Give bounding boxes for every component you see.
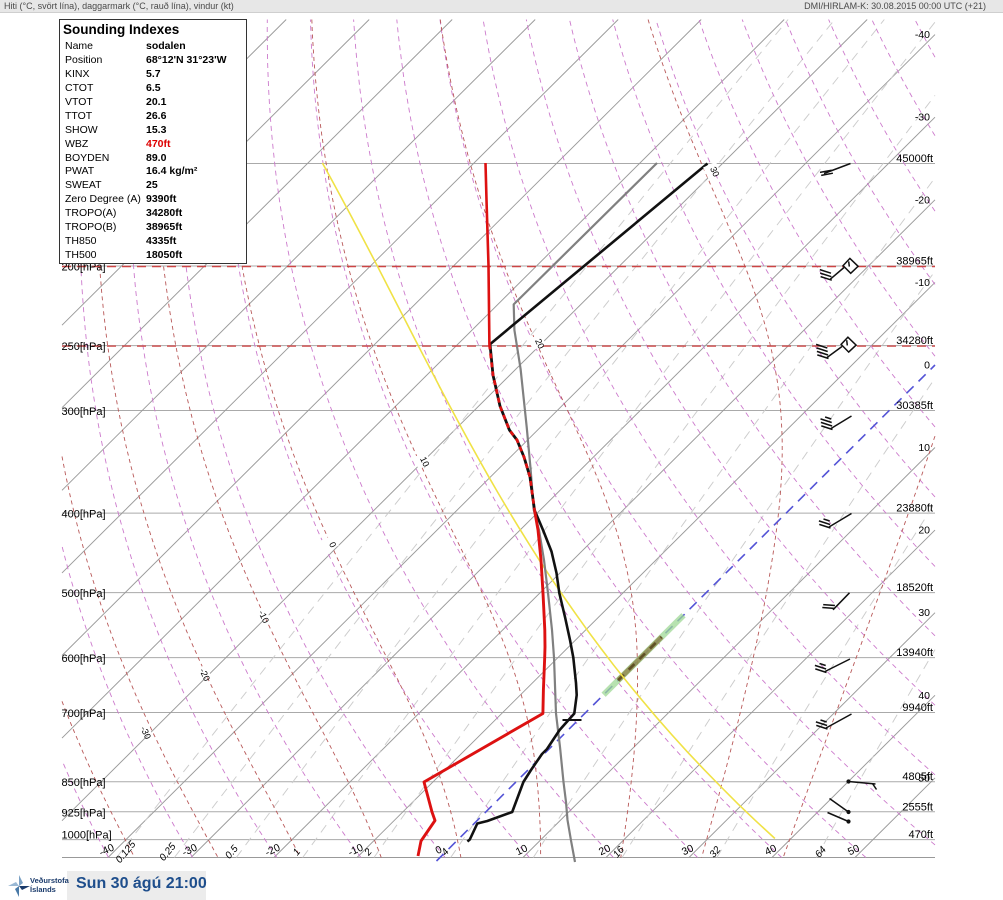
svg-text:34280ft: 34280ft — [896, 335, 933, 347]
svg-text:30385ft: 30385ft — [896, 400, 933, 412]
svg-text:-20: -20 — [263, 842, 282, 859]
svg-text:18520ft: 18520ft — [896, 582, 933, 594]
svg-text:2: 2 — [362, 846, 375, 858]
svg-text:250[hPa]: 250[hPa] — [62, 341, 106, 353]
svg-text:-40: -40 — [97, 842, 116, 859]
svg-text:700[hPa]: 700[hPa] — [62, 708, 106, 720]
svg-text:-10: -10 — [256, 609, 271, 625]
svg-text:-40: -40 — [915, 29, 930, 41]
svg-text:30: 30 — [918, 607, 930, 619]
svg-text:1: 1 — [291, 847, 303, 858]
svg-text:20: 20 — [597, 842, 613, 858]
svg-text:20: 20 — [918, 525, 930, 537]
svg-text:0.5: 0.5 — [223, 843, 241, 861]
svg-text:38965ft: 38965ft — [896, 256, 933, 268]
svg-text:45000ft: 45000ft — [896, 153, 933, 165]
svg-text:850[hPa]: 850[hPa] — [62, 777, 106, 789]
svg-text:4: 4 — [440, 846, 452, 858]
svg-text:-20: -20 — [197, 667, 212, 683]
svg-text:470ft: 470ft — [909, 829, 933, 841]
svg-text:925[hPa]: 925[hPa] — [62, 807, 106, 819]
svg-text:40: 40 — [763, 842, 779, 858]
svg-text:1000[hPa]: 1000[hPa] — [62, 830, 112, 842]
svg-text:400[hPa]: 400[hPa] — [62, 509, 106, 521]
svg-text:-30: -30 — [915, 112, 930, 124]
svg-text:-20: -20 — [915, 194, 930, 206]
svg-text:50: 50 — [846, 842, 862, 858]
svg-text:10: 10 — [418, 455, 431, 468]
svg-text:0: 0 — [327, 540, 338, 549]
svg-text:40: 40 — [918, 690, 930, 702]
svg-text:4805ft: 4805ft — [902, 771, 933, 783]
svg-text:13940ft: 13940ft — [896, 647, 933, 659]
svg-text:10: 10 — [514, 842, 530, 858]
svg-text:600[hPa]: 600[hPa] — [62, 653, 106, 665]
svg-text:-30: -30 — [138, 725, 153, 741]
svg-text:0: 0 — [924, 360, 930, 372]
svg-text:-10: -10 — [346, 842, 365, 859]
svg-text:2555ft: 2555ft — [902, 801, 933, 813]
svg-text:200[hPa]: 200[hPa] — [62, 262, 106, 274]
svg-text:-30: -30 — [180, 842, 199, 859]
svg-text:-10: -10 — [915, 277, 930, 289]
svg-text:23880ft: 23880ft — [896, 503, 933, 515]
svg-text:50: 50 — [918, 772, 930, 784]
svg-text:0.25: 0.25 — [158, 841, 179, 863]
svg-text:20: 20 — [533, 337, 546, 350]
svg-text:0.125: 0.125 — [114, 839, 139, 866]
svg-text:500[hPa]: 500[hPa] — [62, 588, 106, 600]
svg-text:10: 10 — [918, 442, 930, 454]
svg-text:300[hPa]: 300[hPa] — [62, 406, 106, 418]
svg-text:30: 30 — [680, 842, 696, 858]
svg-text:0: 0 — [434, 844, 445, 857]
svg-text:30: 30 — [708, 165, 721, 178]
svg-text:9940ft: 9940ft — [902, 702, 933, 714]
